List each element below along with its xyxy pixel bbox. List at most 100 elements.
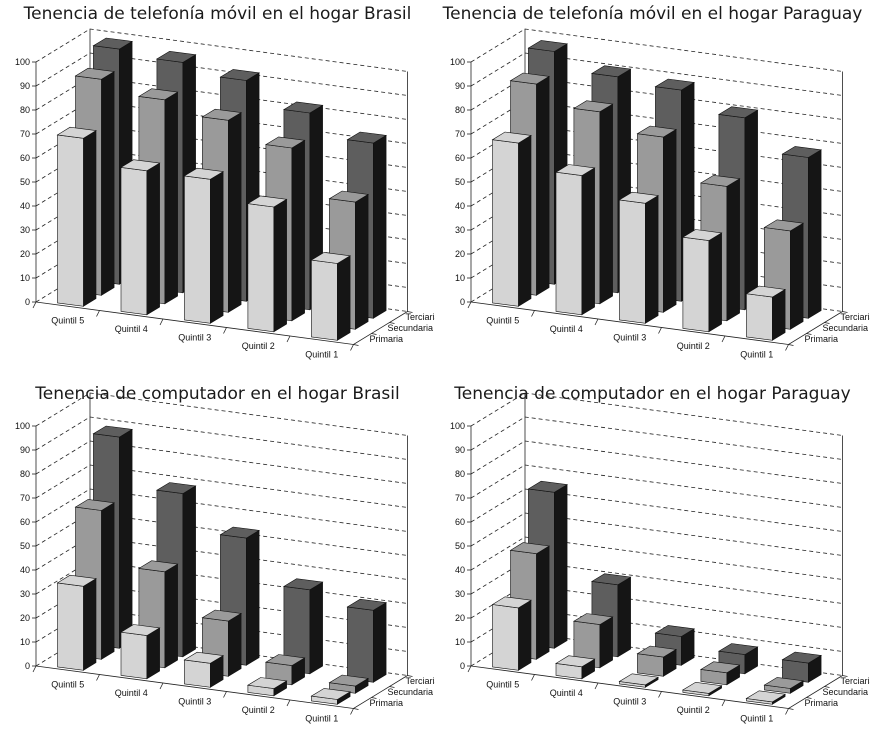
bar — [745, 285, 786, 341]
x-tick-mark — [223, 691, 227, 698]
y-tick-label: 90 — [20, 81, 30, 91]
bar-top — [265, 654, 306, 666]
y-tick-label: 30 — [455, 589, 465, 599]
bar-top — [745, 690, 786, 703]
x-tick-mark — [159, 682, 164, 690]
axes: 0 10 20 30 40 50 60 70 80 90 100 Quintil 5 Quintil 4… — [450, 57, 870, 359]
bar-front — [746, 293, 773, 341]
bar-top — [654, 625, 695, 637]
bar-side — [708, 232, 722, 333]
bar — [682, 681, 723, 697]
bar-top — [636, 645, 677, 658]
x-tick-mark — [658, 327, 662, 334]
bar-top — [138, 560, 179, 573]
x-tick-mark — [531, 674, 535, 681]
bar — [763, 677, 804, 694]
bar-top — [74, 67, 115, 80]
x-tick-mark — [32, 301, 37, 309]
y-tick-label: 50 — [20, 177, 30, 187]
bar-side — [726, 178, 740, 322]
z-tick-mark — [806, 697, 812, 699]
bar — [247, 677, 288, 697]
x-tick-mark — [96, 310, 100, 317]
bar-top — [591, 65, 632, 78]
z-tick-mark — [824, 322, 830, 324]
gridline — [35, 28, 408, 72]
bar-side — [581, 167, 595, 316]
bar-front — [120, 167, 148, 316]
axes: 0 10 20 30 40 50 60 70 80 90 100 Quintil 5 Quintil 4… — [15, 57, 435, 359]
y-tick-label: 80 — [20, 105, 30, 115]
bar — [247, 195, 288, 333]
bar-side — [808, 149, 822, 319]
bar-top — [509, 72, 550, 85]
y-tick-label: 90 — [455, 81, 465, 91]
bar-top — [527, 480, 568, 493]
bar-top — [781, 146, 822, 158]
chart-panel-2: Tenencia de computador en el hogar Brasi… — [0, 364, 435, 728]
gridline — [35, 392, 408, 436]
y-tick-label: 70 — [455, 129, 465, 139]
bar-top — [555, 164, 596, 176]
bars — [491, 40, 822, 341]
bar-top — [781, 651, 822, 664]
y-tick-label: 30 — [20, 589, 30, 599]
bar — [636, 645, 677, 677]
z-tick-mark — [407, 675, 413, 677]
bar-top — [219, 526, 260, 539]
bar-side — [599, 616, 613, 669]
bar-front — [184, 659, 211, 688]
z-tick-mark — [371, 333, 377, 335]
y-tick-label: 10 — [455, 637, 465, 647]
bar-side — [146, 627, 160, 680]
bar-top — [555, 655, 596, 668]
bar — [56, 574, 97, 671]
gridline — [35, 440, 408, 484]
bar-top — [654, 78, 695, 91]
bar-top — [618, 191, 659, 204]
bars — [491, 480, 822, 705]
bar — [56, 126, 97, 307]
bar-top — [682, 681, 723, 694]
bar-side — [210, 171, 224, 324]
y-tick-label: 20 — [455, 249, 465, 259]
chart-svg: 0 10 20 30 40 50 60 70 80 90 100 Quintil 5 Quintil 4… — [15, 392, 435, 723]
z-tick-mark — [389, 686, 395, 688]
gridline — [470, 416, 843, 460]
bar-side — [246, 529, 260, 666]
y-tick-label: 60 — [455, 153, 465, 163]
bar-top — [573, 613, 614, 625]
chart-title: Tenencia de computador en el hogar Parag… — [454, 384, 851, 404]
bar — [618, 673, 659, 688]
bar-top — [265, 136, 306, 149]
x-tick-mark — [658, 691, 662, 698]
x-tick-mark — [721, 335, 726, 343]
bar-top — [718, 106, 759, 119]
bar-front — [347, 606, 374, 683]
bar-top — [201, 108, 242, 121]
bar-top — [328, 190, 369, 203]
y-tick-label: 30 — [20, 225, 30, 235]
z-tick-mark — [371, 697, 377, 699]
y-tick-label: 70 — [20, 493, 30, 503]
bar-front — [311, 259, 338, 341]
y-tick-label: 50 — [455, 177, 465, 187]
bar-front — [492, 139, 519, 307]
bar-top — [56, 126, 97, 139]
bar-top — [745, 285, 786, 298]
bar-top — [573, 100, 614, 113]
x-tick-label: Quintil 4 — [115, 324, 148, 334]
bar-top — [682, 229, 723, 241]
bar-front — [247, 203, 275, 333]
z-tick-mark — [389, 322, 395, 324]
bar-side — [337, 255, 351, 341]
y-tick-label: 100 — [450, 57, 465, 67]
chart-panel-3: Tenencia de computador en el hogar Parag… — [435, 364, 870, 728]
bar-top — [74, 499, 115, 511]
bar — [120, 624, 161, 680]
bar-top — [219, 69, 260, 81]
bar-top — [700, 174, 741, 187]
x-tick-mark — [594, 682, 599, 690]
y-tick-label: 90 — [20, 445, 30, 455]
bar-side — [599, 103, 613, 305]
